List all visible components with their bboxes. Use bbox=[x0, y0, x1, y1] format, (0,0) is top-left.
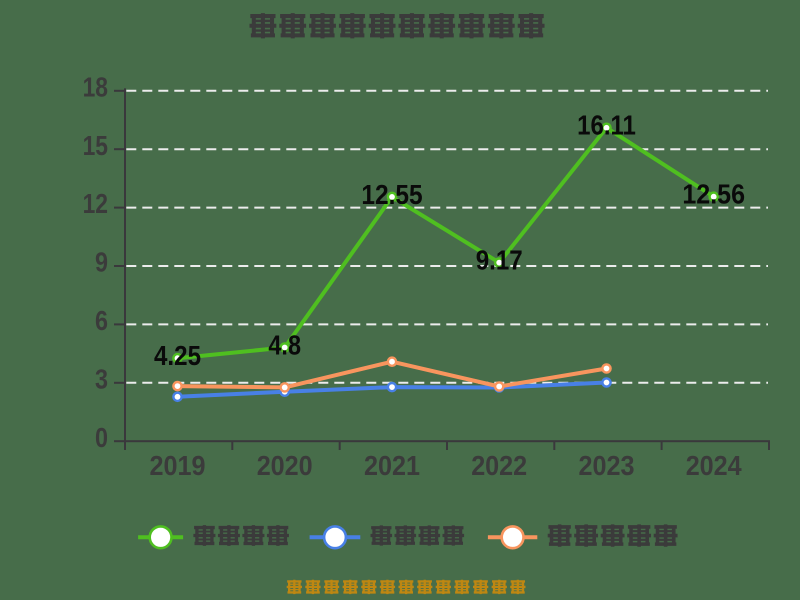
svg-text:2021: 2021 bbox=[364, 450, 420, 481]
svg-text:15: 15 bbox=[83, 130, 108, 161]
svg-text:2022: 2022 bbox=[471, 450, 527, 481]
svg-text:3: 3 bbox=[95, 363, 108, 394]
svg-text:16.11: 16.11 bbox=[577, 110, 636, 141]
svg-text:12.56: 12.56 bbox=[682, 179, 745, 210]
svg-text:9: 9 bbox=[95, 247, 108, 278]
svg-text:12.55: 12.55 bbox=[361, 179, 422, 210]
svg-text:0: 0 bbox=[95, 422, 108, 453]
svg-text:4.8: 4.8 bbox=[268, 329, 301, 360]
svg-text:6: 6 bbox=[95, 305, 108, 336]
svg-text:4.25: 4.25 bbox=[154, 340, 201, 371]
svg-text:2023: 2023 bbox=[579, 450, 635, 481]
svg-text:9.17: 9.17 bbox=[476, 245, 523, 276]
svg-text:2024: 2024 bbox=[686, 450, 742, 481]
svg-text:18: 18 bbox=[83, 71, 108, 102]
svg-text:2020: 2020 bbox=[257, 450, 313, 481]
svg-text:2019: 2019 bbox=[150, 450, 206, 481]
svg-text:12: 12 bbox=[83, 188, 108, 219]
